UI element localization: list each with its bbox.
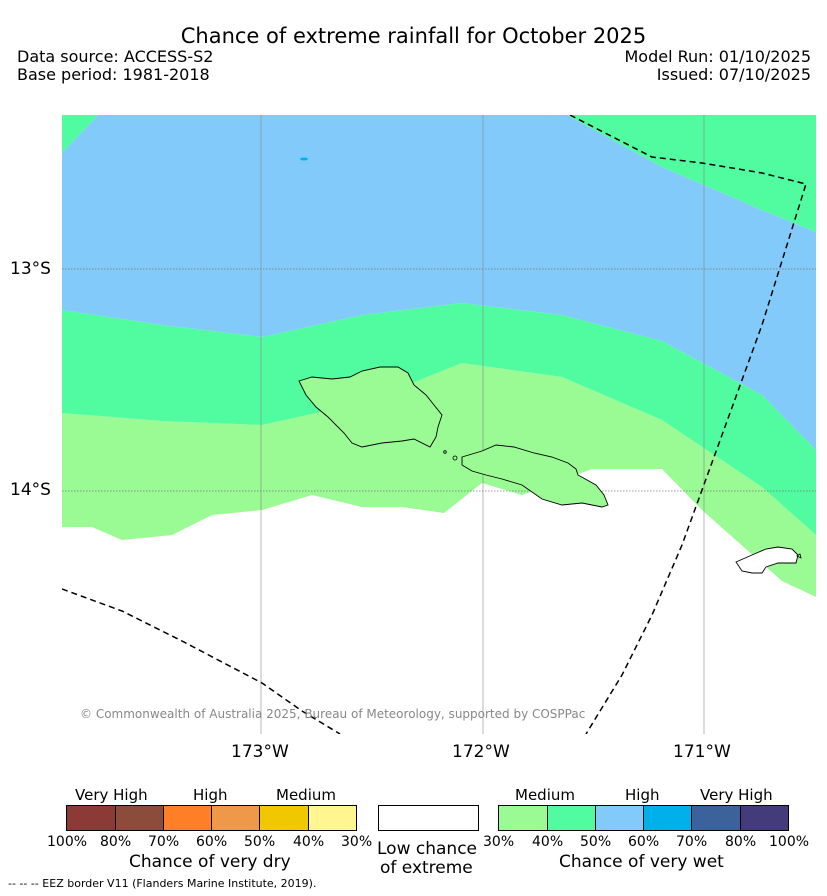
wet-tick: 80% (725, 834, 757, 850)
dry-legend-title: Chance of very dry (129, 852, 291, 872)
wet-tick: 100% (769, 834, 810, 850)
data-source: Data source: ACCESS-S2 (17, 47, 214, 66)
wet-heading-medium: Medium (515, 786, 575, 804)
low-legend-line1: Low chance (377, 839, 477, 859)
lon-label-173w: 173°W (231, 742, 289, 762)
eez-border-southwest (62, 588, 341, 734)
wet-legend-title: Chance of very wet (559, 852, 724, 872)
dry-swatch-4 (211, 805, 260, 831)
wet-tick: 60% (628, 834, 660, 850)
model-run: Model Run: 01/10/2025 (624, 47, 812, 66)
islet-apolima (443, 450, 447, 454)
meta-left: Data source: ACCESS-S2 Base period: 1981… (17, 48, 213, 84)
wet-tick: 70% (676, 834, 708, 850)
dry-tick: 50% (244, 834, 276, 850)
dry-heading-very-high: Very High (75, 786, 148, 804)
meta-right: Model Run: 01/10/2025 Issued: 07/10/2025 (625, 48, 812, 84)
zone-spot (300, 157, 308, 161)
wet-tick: 40% (532, 834, 564, 850)
islet-manono (452, 455, 458, 461)
dry-tick: 80% (100, 834, 132, 850)
island-savaii (298, 366, 443, 448)
wet-heading-very-high: Very High (700, 786, 773, 804)
wet-heading-high: High (625, 786, 660, 804)
copyright-notice: © Commonwealth of Australia 2025, Bureau… (80, 707, 586, 721)
wet-tick: 50% (580, 834, 612, 850)
island-aunuu (796, 553, 802, 559)
lon-label-171w: 171°W (673, 742, 731, 762)
wet-swatch-1 (498, 805, 548, 831)
low-legend-line2: of extreme (380, 858, 473, 878)
island-upolu (461, 444, 609, 508)
dry-tick: 100% (47, 834, 88, 850)
island-tutuila (735, 546, 799, 574)
lat-label-14s: 14°S (10, 480, 51, 500)
issued-date: Issued: 07/10/2025 (656, 65, 811, 84)
lat-label-13s: 13°S (10, 259, 51, 279)
low-swatch (378, 805, 479, 831)
dry-swatch-6 (308, 805, 357, 831)
zone-high-50-60 (62, 115, 816, 450)
eez-border-northeast (569, 115, 807, 734)
zone-medium-30-40 (62, 115, 816, 597)
map-panel[interactable]: © Commonwealth of Australia 2025, Bureau… (62, 115, 816, 734)
dry-tick: 40% (293, 834, 325, 850)
dry-swatch-5 (259, 805, 309, 831)
dry-swatch-1 (66, 805, 116, 831)
wet-tick: 30% (483, 834, 515, 850)
wet-swatch-4 (643, 805, 692, 831)
dry-tick: 60% (196, 834, 228, 850)
zone-medium-40-50-north (567, 115, 816, 232)
wet-swatch-5 (691, 805, 741, 831)
zone-medium-40-50 (62, 303, 816, 535)
wet-swatch-3 (595, 805, 644, 831)
lon-label-172w: 172°W (452, 742, 510, 762)
eez-footnote: -- -- -- EEZ border V11 (Flanders Marine… (8, 877, 317, 890)
zone-medium-nw-corner (62, 115, 98, 153)
dry-tick: 30% (341, 834, 373, 850)
dry-swatch-2 (115, 805, 164, 831)
dry-tick: 70% (148, 834, 180, 850)
dry-swatch-3 (163, 805, 212, 831)
wet-swatch-2 (547, 805, 596, 831)
wet-swatch-6 (740, 805, 789, 831)
dry-heading-medium: Medium (276, 786, 336, 804)
map-title: Chance of extreme rainfall for October 2… (180, 24, 647, 48)
base-period: Base period: 1981-2018 (17, 65, 210, 84)
map-canvas (62, 115, 816, 734)
dry-heading-high: High (193, 786, 228, 804)
